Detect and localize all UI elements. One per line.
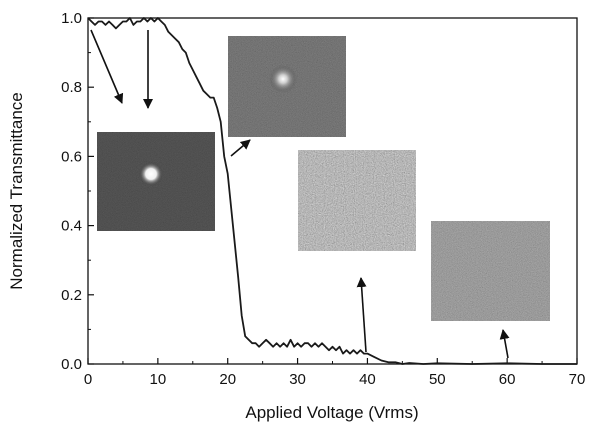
x-tick-label: 50 [429,371,446,388]
x-axis-ticks: 0 10 20 30 40 50 60 70 [84,358,586,388]
y-tick-label: 0.8 [61,79,82,96]
inset-image-4 [431,221,550,321]
x-tick-label: 40 [359,371,376,388]
x-axis-title: Applied Voltage (Vrms) [245,403,418,422]
x-tick-label: 60 [499,371,516,388]
x-tick-label: 10 [150,371,167,388]
y-axis-title: Normalized Transmittance [7,92,26,289]
x-tick-label: 30 [289,371,306,388]
arrow-5 [499,329,510,359]
annotation-arrows [90,29,510,359]
y-tick-label: 0.0 [61,356,82,373]
arrow-4 [356,277,367,353]
y-tick-label: 0.4 [61,218,82,235]
arrow-1 [90,29,124,104]
y-tick-label: 1.0 [61,10,82,27]
x-tick-label: 20 [219,371,236,388]
transmittance-curve [87,17,577,365]
arrow-3 [230,139,251,157]
inset-image-3 [298,150,416,251]
x-tick-label: 70 [569,371,586,388]
x-tick-label: 0 [84,371,92,388]
y-tick-label: 0.2 [61,287,82,304]
y-axis-ticks: 0.0 0.2 0.4 0.6 0.8 1.0 [61,10,94,373]
y-tick-label: 0.6 [61,148,82,165]
inset-image-1 [97,132,215,231]
inset-image-2 [228,36,346,137]
